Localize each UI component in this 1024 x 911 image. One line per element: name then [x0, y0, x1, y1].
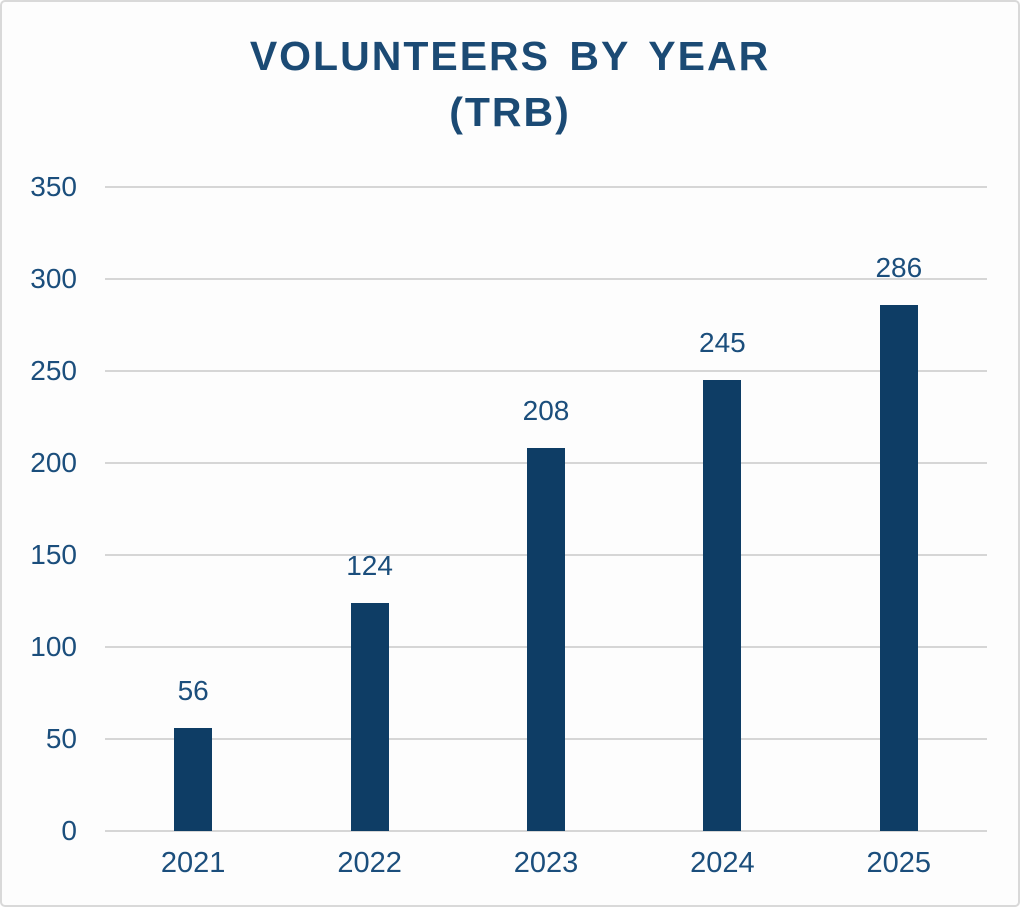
y-tick-label-250: 250 [30, 355, 77, 386]
x-tick-label-2025: 2025 [866, 847, 932, 879]
bar-value-label-2023: 208 [522, 395, 570, 427]
y-tick-label-50: 50 [45, 723, 77, 754]
bar-value-label-2025: 286 [875, 251, 923, 283]
y-tick-label-200: 200 [30, 447, 77, 478]
bar-2024 [703, 380, 742, 831]
bar-2025 [879, 304, 918, 831]
gridline-350 [105, 186, 987, 188]
y-tick-label-300: 300 [30, 263, 77, 294]
bar-2022 [350, 602, 389, 831]
x-tick-label-2021: 2021 [160, 847, 226, 879]
y-tick-label-100: 100 [30, 631, 77, 662]
x-tick-label-2023: 2023 [513, 847, 579, 879]
x-tick-label-2024: 2024 [690, 847, 755, 879]
chart-title: VOLUNTEERS BY YEAR (TRB) [2, 28, 1018, 140]
chart-title-line1: VOLUNTEERS BY YEAR [249, 33, 771, 79]
chart-title-line2: (TRB) [449, 89, 571, 135]
gridline-0 [105, 830, 987, 832]
y-tick-label-0: 0 [61, 815, 77, 846]
bar-value-label-2022: 124 [346, 549, 393, 581]
bar-value-label-2021: 56 [177, 674, 209, 706]
y-tick-label-150: 150 [30, 539, 77, 570]
bar-2023 [527, 448, 565, 831]
bar-2021 [174, 727, 213, 831]
y-tick-label-350: 350 [30, 171, 77, 202]
gridline-300 [105, 278, 987, 280]
x-tick-label-2022: 2022 [337, 847, 402, 879]
bar-value-label-2024: 245 [699, 327, 746, 359]
gridline-250 [105, 370, 987, 372]
